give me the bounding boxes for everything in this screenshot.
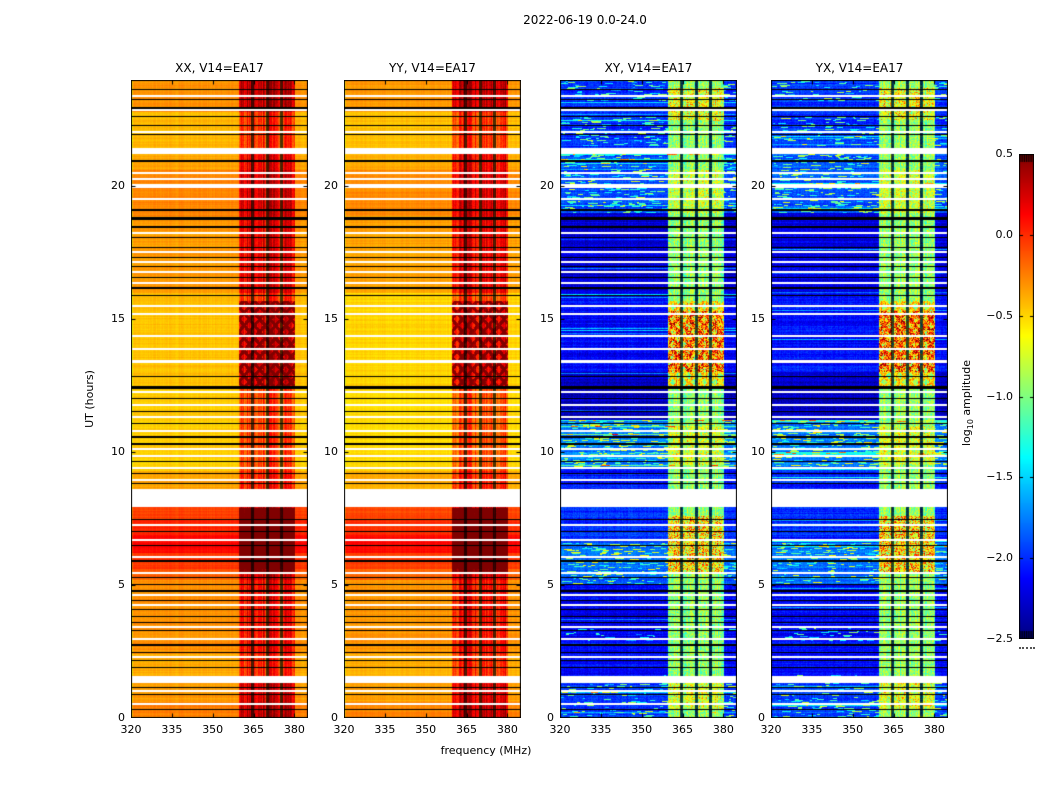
y-tick-label: 5: [547, 578, 554, 592]
x-tick-label: 380: [712, 723, 734, 736]
y-tick-label: 0: [547, 711, 554, 724]
figure-title: 2022-06-19 0.0-24.0: [523, 13, 647, 27]
colorbar-label-pre: log: [960, 429, 973, 447]
heatmap-panel-yy: [344, 80, 521, 718]
colorbar-tick-label: 0.0: [995, 227, 1014, 241]
colorbar-tick-label: 0.5: [995, 147, 1014, 160]
x-tick-label: 380: [496, 723, 518, 736]
x-tick-label: 335: [590, 723, 612, 736]
x-tick-label: 320: [760, 723, 782, 736]
heatmap-panel-xx: [131, 80, 308, 718]
y-tick-label: 15: [751, 312, 765, 326]
y-tick-label: 5: [758, 578, 765, 592]
heatmap-panel-yx: [771, 80, 948, 718]
heatmap-panel-xy: [560, 80, 737, 718]
y-tick-label: 10: [324, 445, 338, 459]
y-tick-label: 0: [331, 711, 338, 724]
y-tick-label: 20: [324, 179, 338, 193]
y-tick-label: 0: [118, 711, 125, 724]
y-tick-label: 20: [540, 179, 554, 193]
y-tick-label: 5: [331, 578, 338, 592]
x-tick-label: 350: [842, 723, 864, 736]
x-tick-label: 365: [883, 723, 905, 736]
x-tick-label: 365: [456, 723, 478, 736]
x-tick-label: 350: [631, 723, 653, 736]
x-tick-label: 335: [161, 723, 183, 736]
colorbar-underline: [1019, 647, 1035, 649]
x-tick-label: 320: [549, 723, 571, 736]
colorbar-tick-label: −2.5: [986, 632, 1013, 645]
colorbar: [1019, 154, 1034, 639]
x-tick-label: 365: [243, 723, 265, 736]
colorbar-tick-label: −0.5: [986, 308, 1013, 322]
colorbar-label: log10 amplitude: [960, 343, 976, 463]
colorbar-tick-label: −1.5: [986, 470, 1013, 484]
y-axis-label: UT (hours): [83, 370, 96, 428]
y-tick-label: 10: [751, 445, 765, 459]
y-tick-label: 20: [111, 179, 125, 193]
y-tick-label: 10: [111, 445, 125, 459]
x-tick-label: 320: [120, 723, 142, 736]
x-tick-label: 380: [923, 723, 945, 736]
x-tick-label: 350: [202, 723, 224, 736]
y-tick-label: 15: [324, 312, 338, 326]
colorbar-tick-label: −1.0: [986, 389, 1013, 403]
x-tick-label: 350: [415, 723, 437, 736]
panel-title-xy: XY, V14=EA17: [604, 61, 693, 75]
y-tick-label: 0: [758, 711, 765, 724]
y-tick-label: 15: [540, 312, 554, 326]
colorbar-tick-label: −2.0: [986, 551, 1013, 565]
x-tick-label: 380: [283, 723, 305, 736]
y-tick-label: 15: [111, 312, 125, 326]
y-tick-label: 20: [751, 179, 765, 193]
x-tick-label: 335: [801, 723, 823, 736]
x-tick-label: 335: [374, 723, 396, 736]
y-tick-label: 5: [118, 578, 125, 592]
panel-title-yx: YX, V14=EA17: [815, 61, 904, 75]
panel-title-yy: YY, V14=EA17: [389, 61, 476, 75]
x-tick-label: 365: [672, 723, 694, 736]
colorbar-label-sub: 10: [966, 419, 976, 430]
x-tick-label: 320: [333, 723, 355, 736]
y-tick-label: 10: [540, 445, 554, 459]
x-axis-label: frequency (MHz): [440, 744, 532, 757]
panel-title-xx: XX, V14=EA17: [175, 61, 264, 75]
colorbar-label-post: amplitude: [960, 359, 973, 420]
